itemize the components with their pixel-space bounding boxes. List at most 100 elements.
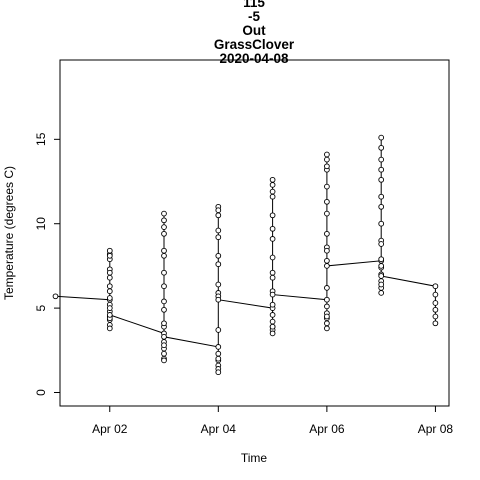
data-point xyxy=(162,343,167,348)
data-point xyxy=(270,324,275,329)
data-point xyxy=(379,204,384,209)
data-point xyxy=(107,306,112,311)
data-point xyxy=(433,292,438,297)
data-point xyxy=(107,326,112,331)
data-point xyxy=(162,225,167,230)
data-point xyxy=(379,264,384,269)
data-point xyxy=(325,321,330,326)
data-point xyxy=(270,213,275,218)
data-point xyxy=(379,135,384,140)
data-point xyxy=(379,291,384,296)
data-point xyxy=(162,211,167,216)
data-point xyxy=(270,275,275,280)
y-axis-label: Temperature (degrees C) xyxy=(2,166,16,300)
data-point xyxy=(325,164,330,169)
data-point xyxy=(433,321,438,326)
data-point xyxy=(379,145,384,150)
y-tick-label: 15 xyxy=(34,132,48,146)
data-point xyxy=(162,284,167,289)
data-point xyxy=(162,351,167,356)
data-point xyxy=(216,262,221,267)
data-point xyxy=(325,199,330,204)
data-point xyxy=(379,257,384,262)
data-point xyxy=(270,183,275,188)
data-point xyxy=(325,184,330,189)
data-point xyxy=(270,292,275,297)
plot-area xyxy=(53,135,438,374)
data-point xyxy=(325,157,330,162)
data-point xyxy=(270,177,275,182)
data-point xyxy=(433,307,438,312)
data-point xyxy=(216,351,221,356)
data-point xyxy=(162,299,167,304)
data-point xyxy=(216,213,221,218)
x-tick-label: Apr 06 xyxy=(309,422,345,436)
data-point xyxy=(270,331,275,336)
data-point xyxy=(162,248,167,253)
data-point xyxy=(216,356,221,361)
data-point xyxy=(216,345,221,350)
data-point xyxy=(270,302,275,307)
data-point xyxy=(379,282,384,287)
data-point xyxy=(433,314,438,319)
title-line-3: Out xyxy=(242,23,266,38)
data-point xyxy=(325,258,330,263)
data-point xyxy=(325,314,330,319)
data-point xyxy=(216,235,221,240)
data-point xyxy=(107,284,112,289)
title-line-5: 2020-04-08 xyxy=(219,51,289,66)
data-point xyxy=(216,328,221,333)
x-axis: Apr 02 Apr 04 Apr 06 Apr 08 xyxy=(92,406,453,436)
data-point xyxy=(107,275,112,280)
data-point xyxy=(162,358,167,363)
data-point xyxy=(162,321,167,326)
x-tick-label: Apr 08 xyxy=(418,422,454,436)
data-point xyxy=(379,167,384,172)
data-point xyxy=(162,231,167,236)
data-point xyxy=(379,194,384,199)
data-point xyxy=(433,301,438,306)
data-point xyxy=(270,237,275,242)
data-point xyxy=(325,304,330,309)
x-tick-label: Apr 04 xyxy=(201,422,237,436)
data-point xyxy=(433,284,438,289)
x-axis-label: Time xyxy=(241,451,268,465)
data-point xyxy=(325,152,330,157)
data-point xyxy=(270,255,275,260)
data-point xyxy=(270,319,275,324)
data-point xyxy=(270,194,275,199)
data-point xyxy=(162,218,167,223)
y-tick-label: 0 xyxy=(34,389,48,396)
data-point xyxy=(162,253,167,258)
data-point xyxy=(270,226,275,231)
y-tick-label: 10 xyxy=(34,217,48,231)
data-point xyxy=(379,274,384,279)
data-point xyxy=(162,307,167,312)
data-point xyxy=(379,221,384,226)
data-point xyxy=(216,208,221,213)
data-point xyxy=(216,370,221,375)
title-line-4: GrassClover xyxy=(214,37,295,52)
data-point xyxy=(216,228,221,233)
y-axis: 0 5 10 15 xyxy=(34,132,60,396)
data-point xyxy=(325,264,330,269)
data-point xyxy=(216,253,221,258)
data-point xyxy=(379,157,384,162)
x-tick-label: Apr 02 xyxy=(92,422,128,436)
data-point xyxy=(379,242,384,247)
data-point xyxy=(107,296,112,301)
data-point xyxy=(325,297,330,302)
data-point xyxy=(270,189,275,194)
data-point xyxy=(325,286,330,291)
data-point xyxy=(107,253,112,258)
plot-frame xyxy=(60,60,449,406)
data-point xyxy=(107,270,112,275)
data-point xyxy=(325,211,330,216)
data-point xyxy=(162,334,167,339)
y-tick-label: 5 xyxy=(34,304,48,311)
data-point xyxy=(107,248,112,253)
data-point xyxy=(325,231,330,236)
data-point xyxy=(379,177,384,182)
data-point xyxy=(53,294,58,299)
